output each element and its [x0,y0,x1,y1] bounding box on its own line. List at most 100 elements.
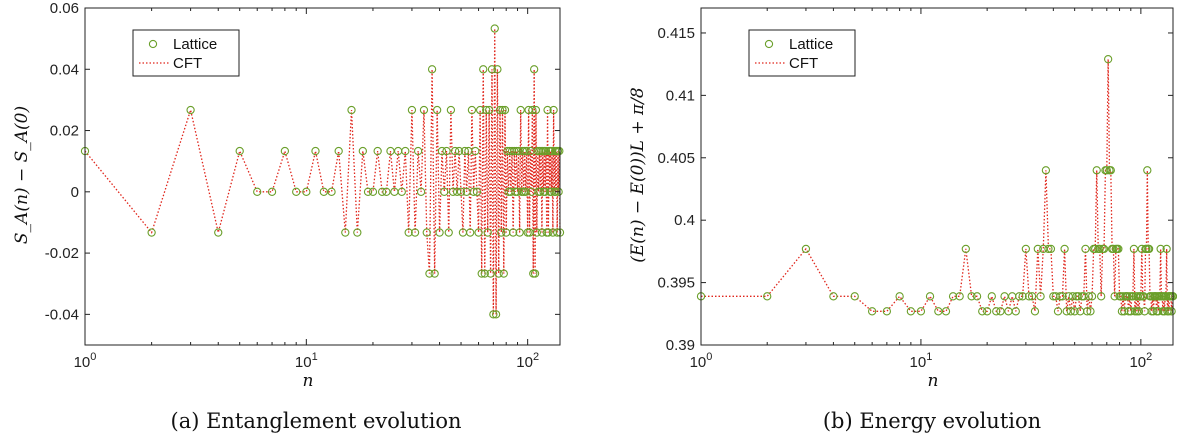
lattice-data-point [530,269,540,278]
lattice-data-point [1123,292,1132,301]
cft-series-line [701,59,1173,312]
lattice-data-point [1066,307,1075,316]
lattice-data-point [948,292,958,301]
lattice-data-point [906,307,916,316]
lattice-data-point [267,187,277,196]
lattice-data-point [522,146,531,156]
lattice-data-point [850,292,859,301]
lattice-data-point [1099,244,1109,254]
lattice-data-point [512,146,521,156]
legend: Lattice CFT [132,29,240,77]
panel-caption: (a) Entanglement evolution [171,409,462,433]
lattice-data-point [472,187,482,196]
lattice-data-point [1102,166,1111,175]
y-tick-label: 0 [71,184,79,201]
y-tick-label: -0.02 [45,245,79,262]
lattice-data-point [1058,292,1067,301]
lattice-data-point [1126,307,1135,316]
lattice-data-point [549,105,558,115]
lattice-data-point [1030,307,1040,316]
lattice-data-point [1095,244,1104,254]
lattice-data-point [442,146,451,156]
lattice-data-point [334,146,343,156]
lattice-data-point [448,187,458,196]
lattice-data-point [1062,307,1071,316]
lattice-data-point [1084,292,1093,301]
lattice-data-point [347,105,356,115]
lattice-data-point [987,292,996,301]
y-tick-label: 0.4 [674,212,695,229]
lattice-data-point [1092,166,1101,175]
legend-cft-label: CFT [173,55,202,72]
lattice-data-point [514,146,523,156]
lattice-data-point [521,187,530,196]
lattice-data-point [530,65,539,74]
lattice-data-point [961,244,970,254]
lattice-data-point [490,24,499,33]
lattice-data-point [1125,292,1134,301]
x-axis-label: n [303,371,314,391]
lattice-data-point [515,228,524,237]
lattice-data-point [495,105,505,115]
y-tick-label: 0.06 [50,0,79,17]
lattice-data-point [280,146,290,156]
y-tick-label: 0.415 [657,25,695,42]
lattice-data-point [446,105,456,115]
lattice-data-point [506,187,516,196]
lattice-data-point [555,146,564,156]
lattice-data-point [1134,307,1144,316]
lattice-data-point [509,228,518,237]
lattice-data-point [471,146,480,156]
lattice-data-point [553,228,562,237]
lattice-data-point [1070,307,1079,316]
lattice-data-point [1041,166,1051,175]
x-axis-label: n [928,371,939,391]
lattice-data-point [1114,244,1123,254]
lattice-data-point [1060,244,1069,254]
chart-panel-entanglement: 0.06 0.04 0.02 0 -0.02 -0.04 100 101 102 Lattice… [12,0,565,433]
lattice-data-point [454,146,464,156]
lattice-data-point [486,269,495,278]
lattice-data-point [829,292,838,301]
lattice-data-point [410,228,420,237]
lattice-data-point [1044,244,1053,254]
lattice-data-point [1083,307,1092,316]
lattice-data-point [430,269,439,278]
legend-lattice-marker [148,39,158,49]
lattice-data-point [475,105,485,115]
legend-cft-label: CFT [789,55,818,72]
lattice-data-point [368,187,378,196]
lattice-data-point [1056,292,1065,301]
lattice-data-point [972,292,982,301]
lattice-data-point [516,105,525,115]
legend-lattice-label: Lattice [789,36,833,53]
lattice-data-point [925,292,935,301]
lattice-data-point [485,105,494,115]
lattice-data-point [1164,307,1173,316]
lattice-data-point [511,187,520,196]
lattice-data-point [978,307,987,316]
lattice-data-point [544,228,553,237]
legend-lattice-marker [764,39,774,49]
plot-area [696,55,1177,316]
y-tick-label: 0.39 [666,337,695,354]
lattice-data-point [763,292,772,301]
lattice-data-point [992,307,1001,316]
x-tick-label: 102 [1129,351,1152,371]
lattice-data-point [1018,292,1027,301]
lattice-data-point [1162,244,1171,254]
lattice-data-point [474,228,483,237]
lattice-data-point [513,187,522,196]
lattice-data-point [416,187,426,196]
lattice-data-point [401,146,410,156]
y-tick-label: 0.02 [50,123,79,140]
lattice-data-point [1021,244,1031,254]
y-tick-label: 0.395 [657,275,695,292]
lattice-data-point [435,228,444,237]
lattice-data-point [382,187,391,196]
lattice-data-point [531,105,541,115]
lattice-data-point [363,187,373,196]
lattice-data-point [404,228,413,237]
lattice-data-point [358,146,367,156]
